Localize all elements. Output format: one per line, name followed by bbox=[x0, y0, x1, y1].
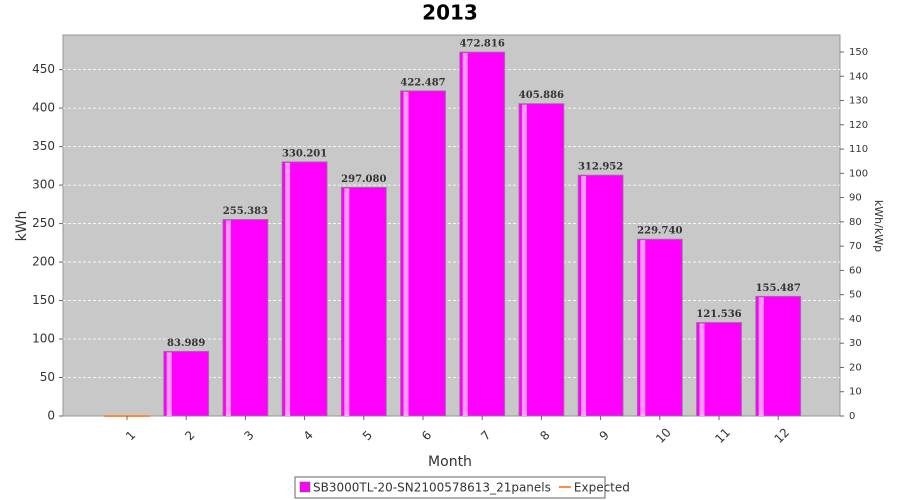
y2-tick-label: 150 bbox=[849, 47, 868, 58]
y-tick-label: 200 bbox=[32, 255, 55, 269]
chart-title: 2013 bbox=[422, 1, 478, 25]
y2-tick-label: 60 bbox=[849, 265, 862, 276]
bar-highlight bbox=[166, 352, 172, 416]
value-label: 330.201 bbox=[282, 148, 327, 159]
y2-tick-label: 140 bbox=[849, 71, 868, 82]
y-tick-label: 100 bbox=[32, 332, 55, 346]
value-label: 297.080 bbox=[341, 174, 386, 185]
x-tick-label: 6 bbox=[419, 428, 434, 443]
x-tick-label: 11 bbox=[712, 425, 733, 446]
y2-tick-label: 30 bbox=[849, 338, 862, 349]
y-tick-label: 250 bbox=[32, 216, 55, 230]
value-label: 121.536 bbox=[696, 309, 741, 320]
bar-highlight bbox=[699, 323, 705, 416]
bar-highlight bbox=[403, 91, 409, 416]
value-label: 312.952 bbox=[578, 162, 623, 173]
value-label: 83.989 bbox=[167, 338, 205, 349]
x-tick-label: 10 bbox=[653, 425, 674, 446]
bar-highlight bbox=[225, 220, 231, 416]
y2-tick-label: 120 bbox=[849, 120, 868, 131]
value-label: 255.383 bbox=[223, 206, 268, 217]
y-tick-label: 50 bbox=[40, 370, 55, 384]
legend-label: Expected bbox=[574, 481, 630, 495]
y-tick-label: 400 bbox=[32, 101, 55, 115]
y2-tick-label: 130 bbox=[849, 96, 868, 107]
bar-highlight bbox=[521, 104, 527, 417]
bar-highlight bbox=[344, 188, 350, 416]
x-tick-label: 3 bbox=[241, 428, 256, 443]
y2-tick-label: 40 bbox=[849, 314, 862, 325]
y-tick-label: 150 bbox=[32, 293, 55, 307]
x-tick-label: 2 bbox=[182, 428, 197, 443]
bar-highlight bbox=[758, 297, 764, 416]
bar-highlight bbox=[285, 162, 291, 416]
x-tick-label: 5 bbox=[360, 428, 375, 443]
x-tick-label: 9 bbox=[597, 428, 612, 443]
y-tick-label: 0 bbox=[47, 409, 55, 423]
y-tick-label: 450 bbox=[32, 62, 55, 76]
value-label: 422.487 bbox=[400, 77, 445, 88]
bar-highlight bbox=[640, 240, 646, 416]
y-tick-label: 300 bbox=[32, 178, 55, 192]
x-tick-label: 4 bbox=[301, 428, 316, 443]
value-label: 229.740 bbox=[637, 226, 682, 237]
x-tick-label: 7 bbox=[478, 428, 493, 443]
y-axis-label: kWh bbox=[14, 211, 30, 242]
legend-swatch bbox=[299, 481, 311, 493]
y2-tick-label: 80 bbox=[849, 217, 862, 228]
value-label: 472.816 bbox=[460, 39, 505, 50]
y2-tick-label: 20 bbox=[849, 362, 862, 373]
y2-tick-label: 0 bbox=[849, 411, 855, 422]
y2-tick-label: 50 bbox=[849, 290, 862, 301]
y2-tick-label: 10 bbox=[849, 387, 862, 398]
value-label: 405.886 bbox=[519, 90, 564, 101]
x-tick-label: 1 bbox=[123, 428, 138, 443]
y-tick-label: 350 bbox=[32, 139, 55, 153]
legend bbox=[294, 476, 606, 499]
y2-tick-label: 110 bbox=[849, 144, 868, 155]
y2-axis-label: kWh/kWp bbox=[872, 200, 885, 252]
value-label: 155.487 bbox=[756, 283, 801, 294]
y2-tick-label: 100 bbox=[849, 168, 868, 179]
bar-highlight bbox=[462, 53, 468, 417]
y2-tick-label: 70 bbox=[849, 241, 862, 252]
bar-highlight bbox=[581, 176, 587, 416]
x-tick-label: 8 bbox=[537, 428, 552, 443]
legend-label: SB3000TL-20-SN2100578613_21panels bbox=[313, 481, 551, 495]
y2-tick-label: 90 bbox=[849, 193, 862, 204]
x-axis-label: Month bbox=[428, 454, 472, 470]
x-tick-label: 12 bbox=[771, 425, 792, 446]
